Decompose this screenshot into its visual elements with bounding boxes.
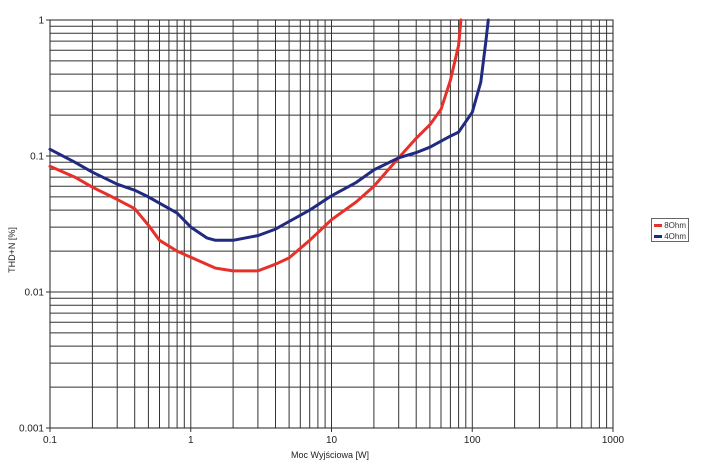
x-tick-label: 10 [326,435,338,446]
legend-swatch-4ohm [654,235,663,238]
x-tick-label: 1 [188,435,194,446]
y-axis-ticks: 0.001 0.01 0.1 1 [19,16,50,435]
series-line-4ohm [48,18,490,242]
series-line-8ohm [48,18,463,273]
y-tick-label: 0.001 [19,424,44,435]
y-axis-title: THD+N [%] [7,227,17,273]
x-tick-label: 1000 [602,435,625,446]
x-tick-label: 100 [464,435,481,446]
y-tick-label: 1 [38,16,44,27]
legend-label-8ohm: 8Ohm [664,220,686,230]
legend-label-4ohm: 4Ohm [664,231,686,241]
legend-swatch-8ohm [654,224,663,227]
series-lines [48,18,490,273]
y-tick-label: 0.01 [25,288,45,299]
legend-item-4ohm: 4Ohm [654,231,686,242]
x-axis-ticks: 0.1 1 10 100 1000 [43,428,625,446]
grid-lines [49,20,613,429]
legend-item-8ohm: 8Ohm [654,220,686,231]
legend: 8Ohm 4Ohm [651,218,689,242]
y-tick-label: 0.1 [30,152,44,163]
x-tick-label: 0.1 [43,435,57,446]
x-axis-title: Moc Wyjściowa [W] [291,450,369,460]
